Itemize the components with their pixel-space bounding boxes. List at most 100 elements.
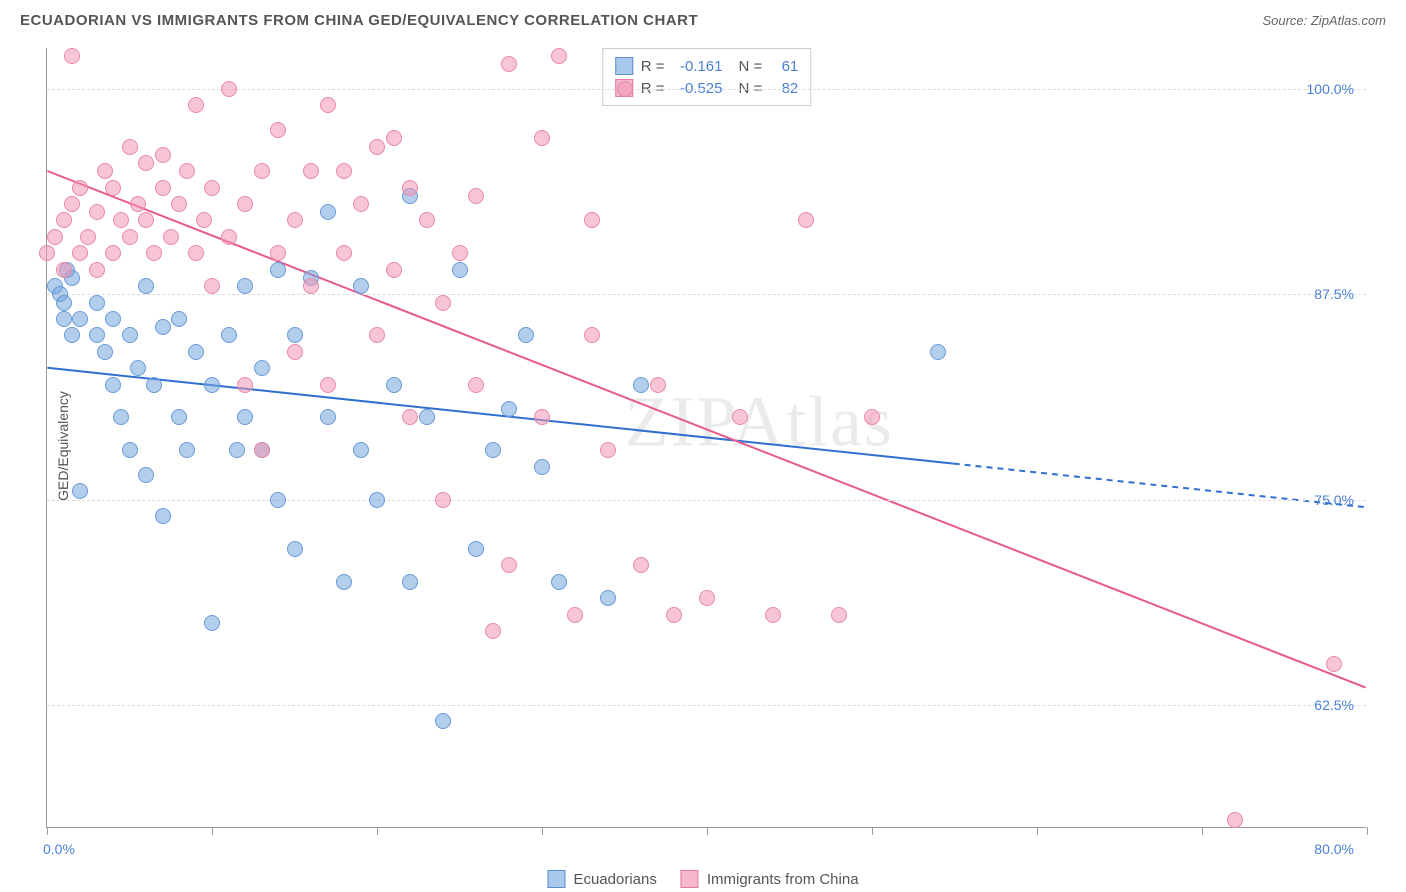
x-tick [377,827,378,835]
data-point [452,262,468,278]
legend-item: Ecuadorians [547,870,656,888]
data-point [831,607,847,623]
data-point [105,377,121,393]
data-point [204,615,220,631]
data-point [72,311,88,327]
data-point [551,48,567,64]
data-point [402,180,418,196]
x-axis-min-label: 0.0% [43,841,75,857]
data-point [270,122,286,138]
data-point [419,409,435,425]
data-point [303,163,319,179]
data-point [155,508,171,524]
x-tick [1367,827,1368,835]
data-point [270,262,286,278]
stat-n-value: 82 [770,80,798,97]
data-point [386,377,402,393]
data-point [89,204,105,220]
data-point [105,180,121,196]
gridline-h [47,89,1366,90]
data-point [765,607,781,623]
data-point [56,295,72,311]
data-point [237,409,253,425]
data-point [485,623,501,639]
data-point [204,180,220,196]
data-point [320,97,336,113]
series-swatch [615,57,633,75]
stat-n-label: N = [739,80,763,97]
stats-row: R =-0.525N =82 [615,77,799,99]
data-point [320,204,336,220]
data-point [254,442,270,458]
stat-r-label: R = [641,58,665,75]
data-point [204,278,220,294]
data-point [122,442,138,458]
data-point [435,492,451,508]
data-point [171,311,187,327]
data-point [221,229,237,245]
data-point [864,409,880,425]
stat-n-label: N = [739,58,763,75]
data-point [369,327,385,343]
data-point [551,574,567,590]
data-point [113,212,129,228]
data-point [221,327,237,343]
data-point [600,590,616,606]
data-point [105,245,121,261]
data-point [402,409,418,425]
data-point [468,377,484,393]
data-point [64,48,80,64]
x-tick [1202,827,1203,835]
data-point [138,155,154,171]
stats-row: R =-0.161N =61 [615,55,799,77]
legend-label: Immigrants from China [707,871,859,888]
data-point [435,713,451,729]
data-point [155,147,171,163]
legend-swatch [547,870,565,888]
data-point [221,81,237,97]
data-point [600,442,616,458]
data-point [452,245,468,261]
data-point [287,212,303,228]
stats-legend-box: R =-0.161N =61R =-0.525N =82 [602,48,812,106]
stat-r-label: R = [641,80,665,97]
data-point [138,467,154,483]
x-tick [872,827,873,835]
data-point [798,212,814,228]
stat-r-value: -0.161 [673,58,723,75]
data-point [113,409,129,425]
data-point [666,607,682,623]
scatter-chart: ZIPAtlas R =-0.161N =61R =-0.525N =82 0.… [46,48,1366,828]
gridline-h [47,500,1366,501]
data-point [237,377,253,393]
header: ECUADORIAN VS IMMIGRANTS FROM CHINA GED/… [0,0,1406,37]
x-tick [707,827,708,835]
data-point [122,229,138,245]
data-point [353,196,369,212]
data-point [270,245,286,261]
data-point [650,377,666,393]
data-point [155,319,171,335]
data-point [138,212,154,228]
data-point [97,163,113,179]
data-point [179,442,195,458]
legend-item: Immigrants from China [681,870,859,888]
data-point [122,327,138,343]
data-point [64,327,80,343]
data-point [270,492,286,508]
data-point [617,81,633,97]
trend-lines [47,48,1366,827]
trendline-solid [47,171,1365,688]
data-point [633,557,649,573]
data-point [188,97,204,113]
data-point [64,196,80,212]
data-point [188,344,204,360]
data-point [633,377,649,393]
legend-label: Ecuadorians [573,871,656,888]
data-point [485,442,501,458]
data-point [369,139,385,155]
x-tick [47,827,48,835]
legend-swatch [681,870,699,888]
data-point [567,607,583,623]
data-point [72,180,88,196]
